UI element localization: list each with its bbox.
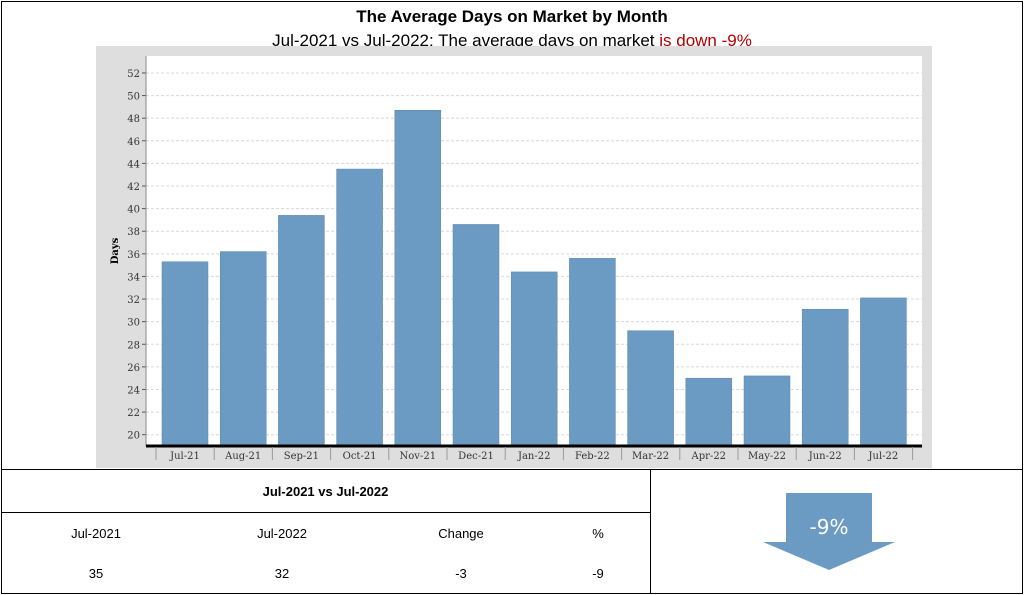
bar-chart: 20 22 24 26 28 30 32 34 36 38 40 42 44 46 48 50 52 Days Ju… [110, 56, 922, 462]
indicator-label: -9% [810, 515, 849, 539]
table-header-divider [1, 512, 650, 513]
x-tick-label: Jan-22 [517, 451, 551, 462]
chart-title: The Average Days on Market by Month [356, 7, 668, 26]
x-tick-label: Jul-22 [868, 451, 899, 462]
bar-apr-22 [685, 377, 733, 447]
y-tick-label: 48 [127, 114, 140, 125]
bar-jul-21 [161, 261, 209, 447]
down-arrow-icon [763, 493, 895, 570]
x-tick-label: May-22 [748, 451, 786, 462]
y-tick-label: 44 [127, 159, 140, 170]
chart-panel: 20 22 24 26 28 30 32 34 36 38 40 42 44 46 48 50 52 Days Ju… [96, 46, 932, 468]
change-indicator: -9% [651, 470, 1022, 593]
x-tick-label: Apr-22 [691, 451, 727, 462]
x-tick-label: Oct-21 [343, 451, 377, 462]
section-divider-vertical [650, 469, 651, 593]
y-tick-label: 20 [127, 431, 140, 442]
y-tick-label: 52 [127, 69, 140, 80]
x-tick-label: Aug-21 [224, 451, 261, 462]
y-tick-label: 38 [127, 227, 140, 238]
x-tick-label: Nov-21 [400, 451, 437, 462]
y-tick-label: 28 [127, 340, 140, 351]
summary-value-change: -3 [455, 566, 467, 581]
summary-value-jul-2022: 32 [274, 566, 290, 581]
x-tick-label: Sep-21 [284, 451, 319, 462]
summary-heading: Jul-2021 vs Jul-2022 [262, 484, 389, 499]
summary-col-jul-2022: Jul-2022 [257, 526, 307, 541]
subtitle-prefix: Jul-2021 vs Jul-2022: The average days o… [272, 31, 660, 50]
x-tick-label: Jun-22 [808, 451, 842, 462]
x-tick-label: Dec-21 [458, 451, 494, 462]
y-tick-label: 40 [127, 205, 140, 216]
x-tick-label: Feb-22 [575, 451, 610, 462]
bar-jan-22 [510, 271, 558, 447]
bar-may-22 [743, 375, 791, 447]
y-tick-label: 50 [127, 92, 140, 103]
chart-subtitle: Jul-2021 vs Jul-2022: The average days o… [0, 31, 1024, 51]
y-axis-label: Days [110, 237, 121, 264]
bar-jul-22 [860, 297, 907, 447]
bar-feb-22 [569, 258, 616, 447]
y-tick-label: 36 [127, 250, 140, 261]
summary-value-percent: -9 [592, 566, 604, 581]
section-divider [1, 469, 1023, 470]
y-tick-label: 24 [127, 385, 140, 396]
summary-col-jul-2021: Jul-2021 [71, 526, 121, 541]
subtitle-highlight: is down -9% [659, 31, 752, 50]
summary-value-jul-2021: 35 [88, 566, 104, 581]
bar-jun-22 [801, 308, 849, 447]
bar-aug-21 [219, 251, 267, 447]
y-tick-label: 46 [127, 137, 140, 148]
y-tick-label: 30 [127, 318, 140, 329]
summary-col-change: Change [438, 526, 484, 541]
bar-mar-22 [627, 330, 674, 447]
y-tick-label: 26 [127, 363, 140, 374]
bar-sep-21 [278, 215, 325, 447]
summary-col-percent: % [592, 526, 604, 541]
y-tick-label: 22 [127, 408, 140, 419]
y-tick-label: 32 [127, 295, 140, 306]
x-tick-label: Jul-21 [169, 451, 200, 462]
y-tick-label: 42 [127, 182, 140, 193]
y-tick-label: 34 [127, 272, 140, 283]
x-tick-label: Mar-22 [632, 451, 669, 462]
bar-nov-21 [394, 110, 442, 447]
bar-oct-21 [336, 168, 383, 447]
bar-dec-21 [452, 224, 500, 447]
